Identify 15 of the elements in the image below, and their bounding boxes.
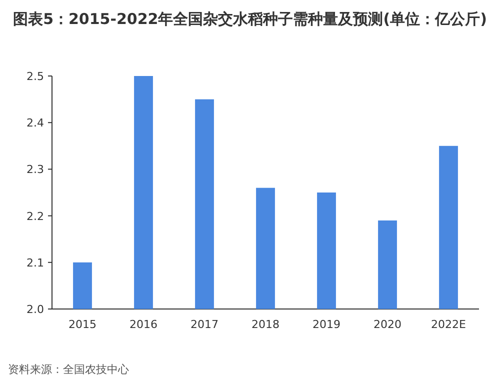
y-tick-label: 2.4 bbox=[26, 116, 44, 130]
y-tick-label: 2.1 bbox=[26, 256, 44, 270]
x-tick-label: 2019 bbox=[312, 318, 340, 331]
x-tick-label: 2015 bbox=[68, 318, 96, 331]
x-tick-label: 2016 bbox=[130, 318, 158, 331]
x-tick-label: 2022E bbox=[431, 318, 466, 331]
y-tick-label: 2.5 bbox=[26, 70, 44, 83]
chart-title: 图表5：2015-2022年全国杂交水稻种子需种量及预测(单位：亿公斤) bbox=[13, 10, 487, 28]
x-tick-label: 2017 bbox=[190, 318, 218, 331]
x-tick-label: 2018 bbox=[252, 318, 280, 331]
y-tick-label: 2.2 bbox=[26, 210, 44, 223]
y-tick-label: 2.3 bbox=[26, 163, 44, 176]
x-tick-label: 2020 bbox=[374, 318, 402, 331]
y-tick-label: 2.0 bbox=[26, 303, 44, 316]
text: 资料来源：全国农技中心 bbox=[8, 363, 129, 376]
